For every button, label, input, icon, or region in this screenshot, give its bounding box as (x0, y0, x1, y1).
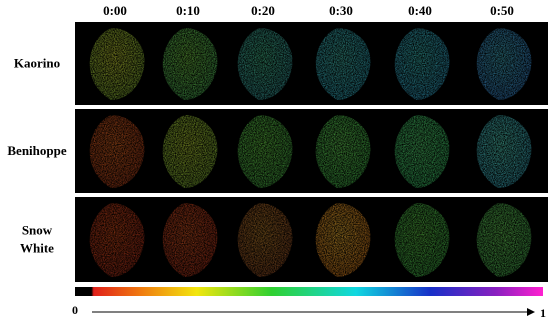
image-grid (75, 22, 548, 282)
colorbar-max-label: 1 (540, 306, 546, 320)
image-row (75, 109, 548, 193)
leaf-image (476, 203, 532, 277)
row-label: Kaorino (14, 56, 60, 71)
column-header: 0:30 (329, 3, 353, 18)
leaf-image (162, 203, 218, 277)
leaf-image (237, 203, 293, 277)
leaf-image (237, 28, 293, 101)
separator (75, 193, 548, 197)
colorbar-min-label: 0 (72, 303, 78, 317)
image-row (75, 197, 548, 282)
leaf-image (315, 28, 371, 101)
colorbar (75, 287, 543, 296)
leaf-image (89, 28, 145, 101)
leaf-image (89, 203, 145, 277)
leaf-image (476, 115, 532, 188)
separator (75, 105, 548, 109)
leaf-image (162, 115, 218, 188)
leaf-image (162, 28, 218, 101)
column-header: 0:20 (251, 3, 275, 18)
leaf-image (394, 115, 450, 188)
leaf-image (237, 115, 293, 188)
leaf-image (89, 115, 145, 188)
leaf-image (394, 203, 450, 277)
column-header: 0:50 (490, 3, 514, 18)
column-header: 0:40 (408, 3, 432, 18)
row-label: White (20, 241, 54, 256)
leaf-image (315, 115, 371, 188)
leaf-image (394, 28, 450, 101)
leaf-image (476, 28, 532, 101)
leaf-image (315, 203, 371, 277)
column-header: 0:10 (176, 3, 200, 18)
image-row (75, 22, 548, 105)
column-header: 0:00 (103, 3, 127, 18)
row-label: Snow (22, 223, 53, 238)
row-label: Benihoppe (7, 143, 66, 158)
